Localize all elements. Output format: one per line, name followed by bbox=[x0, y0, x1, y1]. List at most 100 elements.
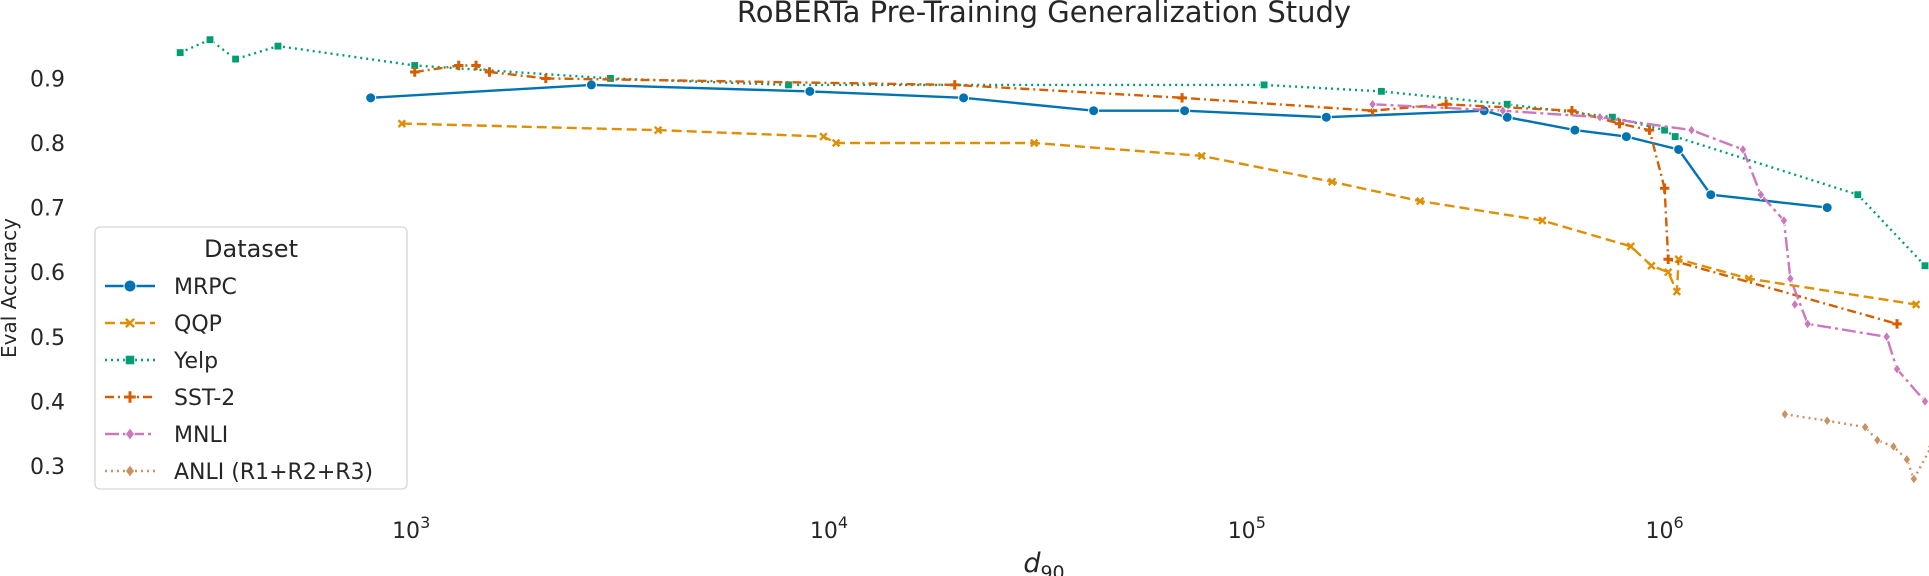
series-line bbox=[414, 64, 1898, 326]
data-point bbox=[541, 73, 551, 84]
chart-title: RoBERTa Pre-Training Generalization Stud… bbox=[737, 0, 1351, 29]
data-point bbox=[950, 80, 960, 90]
data-point bbox=[1415, 196, 1425, 206]
legend-title: Dataset bbox=[204, 235, 298, 263]
y-tick-label: 0.7 bbox=[30, 197, 65, 222]
data-point bbox=[784, 80, 793, 90]
x-axis-label: d90 bbox=[1023, 548, 1064, 576]
y-tick-label: 0.3 bbox=[30, 455, 65, 480]
y-axis-label: Eval Accuracy bbox=[0, 218, 21, 358]
data-point bbox=[1620, 131, 1632, 143]
data-point bbox=[653, 125, 663, 135]
legend: Dataset MRPC QQP Yelp SST-2 MNLI ANLI (R1+R2+… bbox=[94, 226, 408, 490]
data-point bbox=[1320, 111, 1332, 123]
data-point bbox=[273, 41, 283, 51]
data-point bbox=[1368, 98, 1377, 110]
data-point bbox=[1822, 415, 1832, 427]
data-point bbox=[454, 60, 464, 71]
y-tick-label: 0.8 bbox=[30, 132, 65, 157]
series-line bbox=[370, 83, 1828, 209]
data-point bbox=[1663, 267, 1673, 277]
data-point bbox=[1663, 254, 1673, 264]
data-point bbox=[1803, 318, 1812, 330]
data-point bbox=[1030, 138, 1039, 148]
legend-label: QQP bbox=[174, 312, 222, 337]
data-point bbox=[831, 138, 841, 148]
legend-item: MRPC bbox=[105, 275, 237, 300]
data-point bbox=[1673, 143, 1685, 155]
x-tick-label: 105 bbox=[1228, 513, 1266, 544]
data-point bbox=[1779, 214, 1789, 227]
x-tick-labels: 103 104 105 106 bbox=[392, 513, 1684, 544]
legend-label: MRPC bbox=[174, 275, 237, 300]
series-qqp bbox=[397, 119, 1921, 309]
data-point bbox=[1088, 105, 1100, 117]
data-point bbox=[1911, 300, 1921, 309]
data-point bbox=[231, 54, 240, 64]
x-axis-label-subscript: 90 bbox=[1040, 562, 1064, 576]
series-line bbox=[179, 38, 1926, 267]
data-point bbox=[1889, 440, 1898, 453]
data-point bbox=[1892, 363, 1902, 375]
x-tick-label: 104 bbox=[810, 513, 848, 544]
data-point bbox=[1377, 87, 1386, 96]
data-point bbox=[484, 67, 495, 77]
series-layer bbox=[175, 35, 1929, 485]
data-point bbox=[1670, 132, 1680, 141]
data-point bbox=[1647, 261, 1656, 270]
data-point bbox=[1786, 273, 1795, 285]
data-point bbox=[1744, 274, 1753, 283]
data-point bbox=[1659, 183, 1670, 193]
data-point bbox=[1259, 80, 1269, 90]
legend-items: MRPC QQP Yelp SST-2 MNLI ANLI (R1+R2+R3) bbox=[105, 275, 373, 485]
y-tick-label: 0.4 bbox=[30, 390, 65, 415]
series-line bbox=[1784, 413, 1929, 481]
data-point bbox=[1177, 93, 1187, 103]
data-point bbox=[1909, 473, 1919, 485]
data-point bbox=[1780, 408, 1790, 420]
data-point bbox=[1756, 189, 1766, 201]
data-point bbox=[1502, 100, 1512, 109]
legend-item: MNLI bbox=[105, 423, 228, 448]
data-point bbox=[585, 79, 597, 91]
data-point bbox=[1644, 125, 1655, 135]
data-point bbox=[1860, 421, 1870, 433]
data-point bbox=[1873, 434, 1882, 446]
data-point bbox=[1892, 319, 1902, 329]
legend-item: ANLI (R1+R2+R3) bbox=[105, 460, 373, 485]
data-point bbox=[1687, 124, 1696, 136]
data-point bbox=[1595, 111, 1605, 123]
series-mrpc bbox=[365, 79, 1833, 214]
series-line bbox=[401, 122, 1917, 306]
data-point bbox=[1441, 99, 1451, 109]
y-tick-label: 0.5 bbox=[30, 326, 65, 351]
series-anli-r1-r2-r3 bbox=[1780, 408, 1929, 485]
series-mnli bbox=[1368, 98, 1929, 407]
data-point bbox=[1882, 331, 1891, 343]
data-point bbox=[1672, 287, 1682, 296]
data-point bbox=[958, 92, 970, 104]
y-axis-label-group: Eval Accuracy bbox=[0, 218, 21, 358]
legend-marker bbox=[124, 464, 136, 478]
legend-label: ANLI (R1+R2+R3) bbox=[174, 460, 373, 485]
data-point bbox=[1614, 118, 1625, 129]
data-point bbox=[1920, 261, 1929, 270]
y-tick-label: 0.6 bbox=[30, 261, 65, 286]
data-point bbox=[1538, 216, 1547, 225]
data-point bbox=[1790, 298, 1800, 311]
data-point bbox=[410, 67, 420, 77]
data-point bbox=[1738, 143, 1748, 156]
data-point bbox=[1567, 106, 1577, 116]
legend-item: SST-2 bbox=[105, 386, 235, 411]
y-tick-labels: 0.3 0.4 0.5 0.6 0.7 0.8 0.9 bbox=[30, 67, 65, 480]
legend-label: MNLI bbox=[174, 423, 228, 448]
data-point bbox=[1197, 151, 1206, 161]
data-point bbox=[205, 35, 215, 44]
series-yelp bbox=[175, 35, 1929, 270]
data-point bbox=[1674, 255, 1683, 264]
x-axis-label-main: d bbox=[1023, 548, 1041, 576]
data-point bbox=[1902, 453, 1912, 466]
data-point bbox=[175, 48, 185, 57]
data-point bbox=[1327, 177, 1337, 186]
